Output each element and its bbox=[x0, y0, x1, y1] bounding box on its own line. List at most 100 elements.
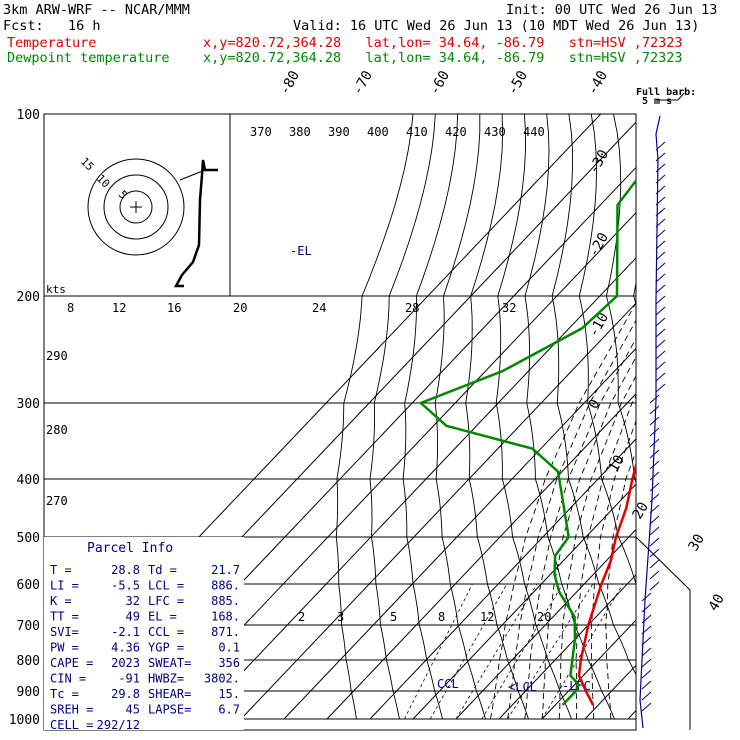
diagram-frame bbox=[43, 113, 691, 731]
temperature-legend: Temperature bbox=[7, 35, 97, 51]
wind-barb bbox=[655, 372, 666, 382]
parcel-label: CAPE = bbox=[50, 656, 93, 670]
wind-barb bbox=[649, 482, 660, 492]
dry-adiabat bbox=[551, 114, 636, 676]
dry-adiabat bbox=[633, 114, 636, 306]
wind-barb bbox=[655, 361, 666, 371]
wind-barb bbox=[649, 504, 660, 514]
pressure-tick-label: 600 bbox=[17, 578, 40, 593]
wind-barb bbox=[641, 625, 652, 635]
wind-barb bbox=[655, 152, 666, 162]
isotherm bbox=[283, 347, 636, 720]
dry-adiabat bbox=[402, 114, 459, 720]
wind-barb bbox=[655, 218, 666, 228]
wind-barb bbox=[641, 658, 652, 668]
moist-adiabat-label: 28 bbox=[405, 301, 419, 315]
parcel-label: LAPSE= bbox=[148, 703, 191, 717]
level-marker: CCL bbox=[437, 677, 459, 691]
theta-label: 420 bbox=[445, 125, 467, 139]
isotherm bbox=[671, 114, 740, 719]
wind-barb bbox=[655, 262, 666, 272]
isotherm-label: -60 bbox=[427, 68, 454, 98]
wind-barb bbox=[655, 317, 666, 327]
wind-barb-staff bbox=[639, 115, 661, 729]
parcel-label: T = bbox=[50, 563, 72, 577]
wind-barb bbox=[649, 526, 660, 536]
wind-barb bbox=[641, 603, 652, 613]
dewpoint-legend: Dewpoint temperature bbox=[7, 50, 170, 66]
dry-adiabat bbox=[335, 114, 414, 720]
parcel-label: YGP = bbox=[148, 641, 184, 655]
dry-adiabat bbox=[725, 114, 740, 719]
isotherm-label: -80 bbox=[277, 68, 304, 98]
isotherm bbox=[412, 483, 636, 720]
parcel-label: SWEAT= bbox=[148, 656, 191, 670]
isotherm-label: 20 bbox=[630, 499, 652, 522]
parcel-value: 49 bbox=[126, 610, 140, 624]
barb-legend-flag bbox=[677, 92, 685, 101]
dry-adiabat bbox=[369, 114, 436, 720]
hodograph-ring bbox=[119, 190, 153, 224]
temperature-line bbox=[577, 460, 636, 706]
moist-adiabat bbox=[507, 319, 636, 720]
init-time: Init: 00 UTC Wed 26 Jun 13 bbox=[506, 2, 718, 18]
forecast-hour: Fcst: 16 h bbox=[3, 18, 101, 34]
parcel-value: 45 bbox=[126, 703, 140, 717]
hodograph-ring bbox=[87, 158, 185, 256]
wind-barb bbox=[655, 339, 666, 349]
level-marker: <LCL bbox=[508, 680, 537, 694]
isotherm bbox=[240, 302, 636, 720]
parcel-value: 21.7 bbox=[211, 563, 240, 577]
theta-label: 430 bbox=[484, 125, 506, 139]
valid-time: Valid: 16 UTC Wed 26 Jun 13 (10 MDT Wed … bbox=[293, 18, 700, 34]
parcel-value: -91 bbox=[118, 672, 140, 686]
wind-barb bbox=[649, 559, 660, 569]
parcel-info-background bbox=[44, 537, 244, 730]
wind-barb bbox=[655, 240, 666, 250]
wind-barb bbox=[655, 251, 666, 261]
wind-barb bbox=[641, 647, 652, 657]
theta-label: 290 bbox=[46, 349, 68, 363]
parcel-value: 29.8 bbox=[111, 687, 140, 701]
isotherm-label: -10 bbox=[586, 310, 613, 340]
parcel-value: 885. bbox=[211, 594, 240, 608]
moist-adiabat-label: 12 bbox=[112, 301, 126, 315]
diagram-grid bbox=[44, 114, 740, 720]
level-marker: -EL bbox=[290, 244, 312, 258]
pressure-tick-label: 200 bbox=[17, 290, 40, 305]
pressure-tick-label: 1000 bbox=[9, 713, 40, 728]
dewpoint-location: x,y=820.72,364.28 lat,lon= 34.64, -86.79… bbox=[203, 50, 683, 66]
dry-adiabat bbox=[434, 114, 486, 720]
parcel-label: CCL = bbox=[148, 625, 184, 639]
mixing-ratio-line bbox=[404, 583, 473, 720]
hodograph-trace bbox=[179, 169, 206, 181]
isotherm bbox=[369, 438, 636, 720]
parcel-value: 2023 bbox=[111, 656, 140, 670]
theta-label: 410 bbox=[406, 125, 428, 139]
parcel-info-title: Parcel Info bbox=[87, 541, 173, 556]
wind-barb bbox=[649, 449, 660, 459]
pressure-tick-label: 500 bbox=[17, 531, 40, 546]
temperature-location: x,y=820.72,364.28 lat,lon= 34.64, -86.79… bbox=[203, 35, 683, 51]
wind-barb bbox=[649, 405, 660, 415]
sounding-series bbox=[419, 178, 636, 706]
wind-barb bbox=[641, 691, 652, 701]
mixing-ratio-label: 5 bbox=[390, 610, 397, 624]
wind-barb bbox=[655, 350, 666, 360]
moist-adiabat-label: 24 bbox=[312, 301, 326, 315]
parcel-value: 0.1 bbox=[218, 641, 240, 655]
mixing-ratio-line bbox=[455, 583, 538, 720]
wind-barb bbox=[655, 174, 666, 184]
parcel-label: Tc = bbox=[50, 687, 79, 701]
parcel-label: PW = bbox=[50, 641, 79, 655]
wind-barb bbox=[655, 185, 666, 195]
parcel-label: HWBZ= bbox=[148, 672, 184, 686]
isotherm bbox=[455, 528, 636, 720]
isotherm bbox=[627, 709, 636, 720]
dry-adiabat bbox=[658, 114, 740, 719]
mixing-ratio-label: 8 bbox=[438, 610, 445, 624]
isotherm bbox=[714, 114, 740, 719]
level-marker: -LFC bbox=[562, 679, 591, 693]
pressure-tick-label: 100 bbox=[17, 108, 40, 123]
